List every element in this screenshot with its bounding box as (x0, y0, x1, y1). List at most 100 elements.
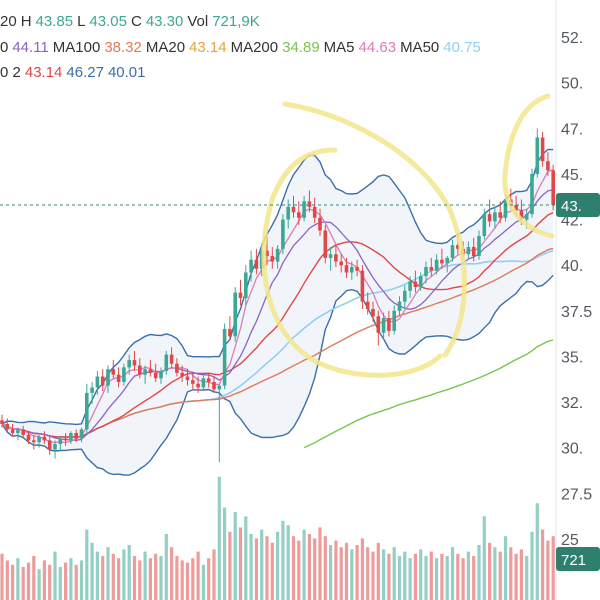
candle-body (69, 433, 73, 441)
volume-bar (95, 551, 99, 600)
volume-bar (435, 558, 439, 600)
candle-body (143, 369, 147, 375)
candle-body (297, 212, 301, 218)
candle-body (164, 354, 169, 372)
candle-body (365, 301, 370, 309)
candle-body (403, 290, 407, 302)
candle-body (122, 367, 126, 382)
candle-body (185, 376, 190, 381)
candle-body (392, 310, 396, 331)
candle-body (148, 369, 153, 373)
candle-body (116, 374, 121, 382)
candle-body (79, 429, 84, 439)
candle-body (323, 230, 328, 258)
candle-body (42, 436, 47, 441)
legend-item: Vol (187, 13, 209, 30)
candle-body (493, 212, 497, 222)
annotation-arc-1 (282, 101, 467, 358)
candle-body (328, 254, 333, 258)
volume-bar (429, 551, 433, 600)
candle-body (540, 137, 545, 162)
candle-body (387, 318, 391, 331)
volume-bar (360, 538, 364, 600)
candle-body (339, 261, 343, 266)
legend-item: 40.01 (107, 64, 146, 81)
candle-body (429, 267, 434, 271)
volume-bar (509, 547, 513, 600)
current-price-badge-text: 43. (561, 198, 582, 215)
price-axis-tick-label: 47. (561, 121, 583, 138)
candle-body (132, 360, 137, 366)
candle-layer (0, 128, 555, 463)
legend-item: C (130, 13, 142, 30)
price-axis-tick-label: 52. (561, 30, 583, 47)
candle-body (535, 137, 540, 174)
legend-item: 20 (0, 13, 17, 30)
candle-body (21, 429, 25, 435)
volume-bar (408, 558, 412, 600)
candle-body (503, 199, 508, 218)
price-axis-tick-label: 25 (561, 532, 579, 549)
legend-item: L (77, 13, 86, 30)
volume-bar (164, 534, 168, 600)
volume-bar (498, 551, 502, 600)
annotation-layer (261, 93, 555, 378)
volume-bar (148, 558, 152, 600)
volume-bar (53, 551, 57, 600)
candle-body (482, 214, 487, 236)
volume-bar (329, 545, 333, 600)
volume-bar (461, 558, 465, 600)
legend-item: 43.85 (35, 13, 74, 30)
volume-bar (466, 551, 470, 600)
volume-bar (318, 527, 322, 600)
candle-body (445, 257, 449, 264)
candle-body (175, 363, 179, 373)
volume-bar (101, 556, 105, 600)
candle-body (222, 329, 227, 386)
candle-body (244, 272, 248, 299)
volume-bar (154, 553, 158, 600)
price-axis: 52.50.47.45.42.40.37.535.32.30.27.525 (555, 0, 600, 600)
legend-item: 721,9K (212, 13, 260, 30)
legend-item: MA200 (230, 39, 279, 56)
volume-bar (26, 562, 31, 600)
candle-body (334, 254, 338, 262)
legend-item: 34.89 (282, 39, 320, 56)
volume-bar (291, 536, 296, 600)
candle-body (514, 204, 518, 211)
volume-bar (493, 547, 497, 600)
candle-body (477, 236, 481, 257)
volume-bar (69, 558, 73, 600)
candle-body (524, 214, 529, 220)
candle-body (291, 206, 296, 213)
volume-bar (503, 536, 508, 600)
candle-body (249, 259, 253, 273)
volume-bar (127, 545, 131, 600)
volume-bar (482, 516, 486, 600)
volume-bar (37, 569, 41, 600)
candle-body (233, 292, 237, 337)
volume-bar (519, 549, 523, 600)
price-axis-tick-label: 45. (561, 167, 583, 184)
volume-bar (366, 547, 370, 600)
candle-body (381, 318, 386, 333)
volume-bar (387, 553, 391, 600)
candle-body (312, 206, 317, 218)
bollinger-upper (1, 148, 554, 426)
candle-body (350, 267, 354, 273)
volume-bar (440, 553, 444, 600)
volume-bar (456, 553, 460, 600)
legend-item: 43.14 (189, 39, 227, 56)
volume-bar (450, 547, 455, 600)
volume-bar (254, 538, 258, 600)
candle-body (270, 256, 275, 262)
volume-bar (514, 553, 518, 600)
candle-body (344, 265, 349, 273)
candle-body (26, 434, 31, 441)
candle-body (371, 308, 375, 317)
candle-body (106, 369, 110, 386)
candle-body (10, 429, 15, 434)
volume-bar (64, 562, 68, 600)
legend-item: 44.63 (358, 39, 397, 56)
